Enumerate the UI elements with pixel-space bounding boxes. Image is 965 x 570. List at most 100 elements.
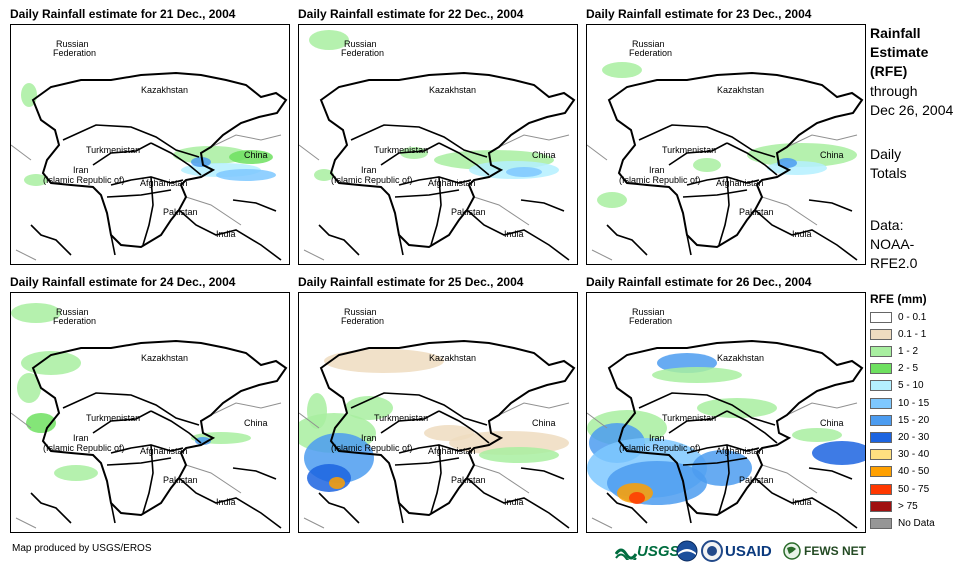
panel-title-6: Daily Rainfall estimate for 26 Dec., 200…: [586, 275, 812, 289]
legend-row: No Data: [870, 516, 935, 530]
daily-text-1: Daily: [870, 146, 902, 162]
neighbor-border: [299, 412, 320, 429]
region-outline: [607, 339, 864, 517]
country-label-turkmenistan: Turkmenistan: [662, 145, 716, 155]
legend-label: 2 - 5: [898, 363, 919, 375]
rainfall-area: [309, 30, 349, 50]
rainfall-area: [307, 464, 351, 492]
panel-title-1: Daily Rainfall estimate for 21 Dec., 200…: [10, 7, 236, 21]
country-label-iran: (Islamic Republic of): [43, 175, 125, 185]
country-label-russia: Federation: [341, 48, 384, 58]
rainfall-area: [11, 303, 61, 323]
rainfall-area: [652, 367, 742, 383]
country-label-iran: Iran: [361, 433, 377, 443]
data-text-2: NOAA-: [870, 236, 915, 252]
legend-swatch: [870, 397, 892, 409]
legend-row: 2 - 5: [870, 362, 918, 376]
region-outline: [319, 71, 576, 249]
country-label-russia: Russian: [344, 307, 377, 317]
neighbor-border: [761, 196, 818, 226]
rainfall-area: [400, 147, 428, 159]
legend-label: 10 - 15: [898, 397, 930, 409]
rainfall-area: [54, 465, 98, 481]
legend-label: 0 - 0.1: [898, 311, 927, 323]
country-border: [142, 176, 154, 246]
panel-title-2: Daily Rainfall estimate for 22 Dec., 200…: [298, 7, 524, 21]
country-label-china: China: [820, 418, 844, 428]
country-border: [398, 234, 404, 256]
country-border: [668, 410, 728, 434]
country-label-kazakhstan: Kazakhstan: [717, 85, 764, 95]
country-label-iran: (Islamic Republic of): [43, 443, 125, 453]
country-label-afghanistan: Afghanistan: [428, 446, 476, 456]
country-label-kazakhstan: Kazakhstan: [141, 353, 188, 363]
country-label-afghanistan: Afghanistan: [716, 446, 764, 456]
country-border: [62, 392, 200, 426]
rainfall-area: [506, 167, 542, 177]
region-outline: [31, 71, 288, 249]
rainfall-area: [345, 396, 393, 420]
map-panel: Russian Federation Kazakhstan Turkmenistan I…: [586, 24, 866, 265]
country-label-kazakhstan: Kazakhstan: [141, 85, 188, 95]
country-border: [106, 457, 172, 466]
country-label-russia: Russian: [56, 307, 89, 317]
country-border: [520, 467, 565, 480]
country-label-russia: Federation: [53, 48, 96, 58]
country-border: [92, 142, 152, 166]
country-border: [380, 410, 440, 434]
legend-row: 10 - 15: [870, 396, 929, 410]
country-border: [438, 410, 490, 444]
country-label-india: India: [216, 229, 236, 239]
rainfall-area: [812, 441, 865, 465]
country-label-pakistan: Pakistan: [163, 475, 198, 485]
country-border: [638, 392, 776, 426]
country-label-china: China: [532, 418, 556, 428]
fewsnet-logo-text: FEWS NET: [804, 544, 866, 558]
neighbor-border: [587, 144, 608, 161]
legend-swatch: [870, 500, 892, 512]
country-border: [318, 492, 360, 524]
legend-label: > 75: [898, 500, 918, 512]
country-label-pakistan: Pakistan: [451, 475, 486, 485]
neighbor-border: [473, 464, 530, 494]
rainfall-area: [602, 62, 642, 78]
country-border: [808, 199, 853, 212]
country-label-turkmenistan: Turkmenistan: [86, 413, 140, 423]
country-border: [686, 502, 692, 524]
neighbor-border: [185, 196, 242, 226]
neighbor-border: [210, 402, 282, 416]
country-label-russia: Russian: [632, 307, 665, 317]
neighbor-border: [299, 144, 320, 161]
country-label-russia: Russian: [56, 39, 89, 49]
legend-swatch: [870, 466, 892, 478]
neighbor-border: [15, 249, 37, 261]
map-credit: Map produced by USGS/EROS: [12, 543, 152, 554]
neighbor-border: [185, 464, 242, 494]
neighbor-border: [498, 134, 570, 148]
dos-seal-logo: [701, 538, 723, 564]
country-border: [718, 444, 730, 514]
country-border: [30, 224, 72, 256]
country-label-afghanistan: Afghanistan: [716, 178, 764, 188]
country-label-china: China: [244, 150, 268, 160]
seal-icon: [701, 540, 723, 562]
rainfall-area: [191, 157, 211, 167]
country-border: [606, 492, 648, 524]
country-label-india: India: [792, 229, 812, 239]
neighbor-border: [303, 249, 325, 261]
rainfall-estimate-title: Rainfall Estimate (RFE): [870, 24, 928, 81]
country-border: [430, 444, 442, 514]
title-line-2: Estimate: [870, 44, 929, 60]
country-label-pakistan: Pakistan: [739, 207, 774, 217]
neighbor-border: [498, 402, 570, 416]
legend-swatch: [870, 380, 892, 392]
rainfall-area: [173, 146, 249, 164]
rainfall-area: [479, 447, 559, 463]
neighbor-border: [303, 517, 325, 529]
neighbor-border: [591, 249, 613, 261]
country-border: [668, 142, 728, 166]
country-border: [318, 224, 360, 256]
data-text-1: Data:: [870, 217, 904, 233]
country-label-kazakhstan: Kazakhstan: [717, 353, 764, 363]
neighbor-border: [591, 517, 613, 529]
